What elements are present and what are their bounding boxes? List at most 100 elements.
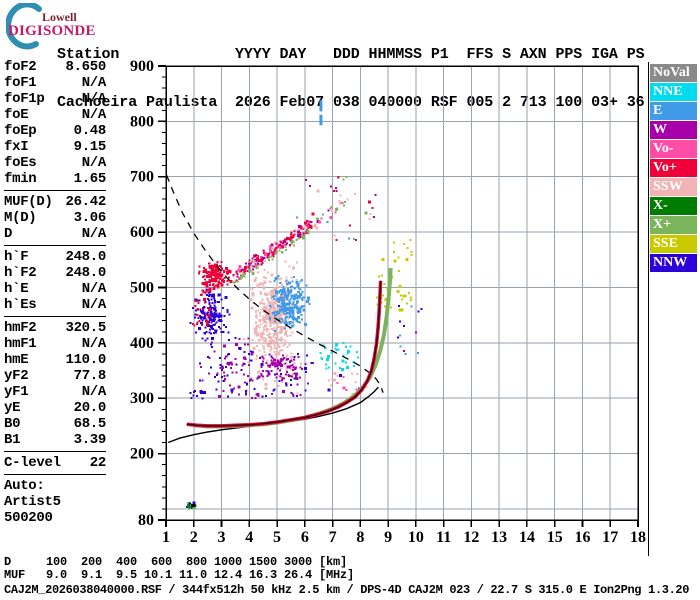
x-axis-tick-label: 16 — [574, 529, 590, 546]
y-axis-tick-label: 200 — [130, 446, 154, 463]
x-axis-tick-label: 12 — [463, 529, 479, 546]
parameter-value: 20.0 — [73, 400, 107, 416]
logo-lowell-text: Lowell — [42, 10, 77, 24]
parameter-value: 248.0 — [65, 265, 106, 281]
parameter-row-foE: foE N/A — [4, 107, 106, 123]
parameter-group: foF2 8.650 foF1 N/A foF1p N/A foE N/A foEp 0.48 fx… — [4, 58, 106, 191]
legend-item-NoVal: NoVal — [650, 64, 697, 82]
x-axis-tick-label: 15 — [547, 529, 563, 546]
cluster-right-specks — [397, 305, 423, 355]
parameter-value: N/A — [81, 281, 107, 297]
parameter-label: foEs — [4, 155, 37, 171]
parameter-value: N/A — [81, 91, 107, 107]
echo-direction-legend: NoVal NNE E W Vo- Vo+ SSW X- X+ SSE NNW — [650, 64, 697, 273]
parameter-label: B1 — [4, 432, 21, 448]
parameter-group: C-level 22 — [4, 454, 106, 475]
parameter-label: hmF2 — [4, 320, 37, 336]
parameter-value: N/A — [81, 297, 107, 313]
parameter-row-Clevel: C-level 22 — [4, 455, 106, 471]
parameter-value: 110.0 — [65, 352, 106, 368]
x-axis-tick-label: 14 — [519, 529, 535, 546]
header-columns-line: Station YYYY DAY DDD HHMMSS P1 FFS S AXN… — [57, 46, 645, 63]
legend-item-NNW: NNW — [650, 254, 697, 272]
legend-item-X: X+ — [650, 216, 697, 234]
x-axis-tick-label: 5 — [273, 529, 281, 546]
x-axis-tick-label: 3 — [218, 529, 226, 546]
parameter-label: Auto: — [4, 478, 45, 494]
parameter-value: N/A — [81, 384, 107, 400]
parameter-label: fxI — [4, 139, 29, 155]
distance-row: D 100 200 400 600 800 1000 1500 3000 [km… — [4, 555, 348, 569]
logo-digisonde-text: DIGISONDE — [8, 23, 96, 39]
muf-row: MUF 9.0 9.1 9.5 10.1 11.0 12.4 16.3 26.4… — [4, 568, 355, 582]
parameter-row-foF2: foF2 8.650 — [4, 59, 106, 75]
cluster-oblique-band-green-edge — [232, 229, 310, 284]
parameter-label: MUF(D) — [4, 194, 53, 210]
cluster-VoPlus-blob — [198, 260, 233, 292]
cluster-W-band-dense — [260, 356, 303, 380]
y-axis-tick-label: 500 — [130, 279, 154, 296]
y-axis-tick-label: 900 — [130, 58, 154, 75]
legend-item-SSE: SSE — [650, 235, 697, 253]
parameter-label: foF2 — [4, 59, 37, 75]
legend-divider-line — [648, 62, 649, 556]
parameter-row-hF2: h`F2 248.0 — [4, 265, 106, 281]
parameter-row-Auto: Auto: — [4, 478, 106, 494]
legend-item-W: W — [650, 121, 697, 139]
second-hop-dash — [319, 100, 323, 112]
parameter-value: 320.5 — [65, 320, 106, 336]
parameter-value: 9.15 — [73, 139, 107, 155]
parameter-row-fxI: fxI 9.15 — [4, 139, 106, 155]
x-axis-tick-label: 13 — [491, 529, 507, 546]
cluster-E-region-echo — [186, 501, 197, 510]
parameter-label: Artist5 — [4, 494, 61, 510]
cluster-W-band — [215, 353, 314, 400]
parameter-label: hmE — [4, 352, 29, 368]
digisonde-logo: Lowell DIGISONDE — [2, 2, 122, 52]
parameter-row-hmF1: hmF1 N/A — [4, 336, 106, 352]
parameter-label: yE — [4, 400, 21, 416]
y-axis-tick-label: 800 — [130, 113, 154, 130]
parameter-label: foF1 — [4, 75, 37, 91]
legend-item-Vo: Vo- — [650, 140, 697, 158]
x-axis-tick-label: 10 — [408, 529, 424, 546]
y-axis-tick-label: 300 — [130, 390, 154, 407]
x-axis-tick-label: 4 — [245, 529, 253, 546]
cluster-E-blob — [269, 275, 311, 332]
parameter-label: 500200 — [4, 510, 53, 526]
parameter-panel: foF2 8.650 foF1 N/A foF1p N/A foE N/A foEp 0.48 fx… — [4, 58, 106, 529]
parameter-row-yF1: yF1 N/A — [4, 384, 106, 400]
parameter-row-hE: h`E N/A — [4, 281, 106, 297]
parameter-row-foEp: foEp 0.48 — [4, 123, 106, 139]
x-axis-tick-label: 6 — [301, 529, 309, 546]
cluster-SSW-blob — [248, 271, 294, 367]
parameter-value: 22 — [89, 455, 107, 471]
legend-item-SSW: SSW — [650, 178, 697, 196]
parameter-group: Auto: Artist5 500200 — [4, 477, 106, 529]
y-axis-tick-label: 80 — [138, 512, 154, 529]
parameter-row-yE: yE 20.0 — [4, 400, 106, 416]
autoscaled-trace-line — [186, 280, 382, 427]
logo-arc-icon — [6, 3, 42, 50]
parameter-label: h`F — [4, 249, 29, 265]
parameter-label: B0 — [4, 416, 21, 432]
parameter-row-hF: h`F 248.0 — [4, 249, 106, 265]
parameter-value: 3.39 — [73, 432, 107, 448]
parameter-label: h`E — [4, 281, 29, 297]
x-axis-tick-label: 1 — [162, 529, 170, 546]
parameter-group: MUF(D) 26.42 M(D) 3.06 D N/A — [4, 193, 106, 246]
parameter-label: foEp — [4, 123, 37, 139]
cluster-oblique-band — [232, 220, 316, 282]
parameter-label: fmin — [4, 171, 37, 187]
parameter-row-MUFD: MUF(D) 26.42 — [4, 194, 106, 210]
parameter-row-D: D N/A — [4, 226, 106, 242]
x-axis-tick-label: 17 — [602, 529, 618, 546]
parameter-value: 0.48 — [73, 123, 107, 139]
y-axis-tick-label: 700 — [130, 169, 154, 186]
parameter-value: 3.06 — [73, 210, 107, 226]
muf-transmission-curve — [165, 174, 384, 393]
parameter-label: h`Es — [4, 297, 37, 313]
parameter-row-500200: 500200 — [4, 510, 106, 526]
